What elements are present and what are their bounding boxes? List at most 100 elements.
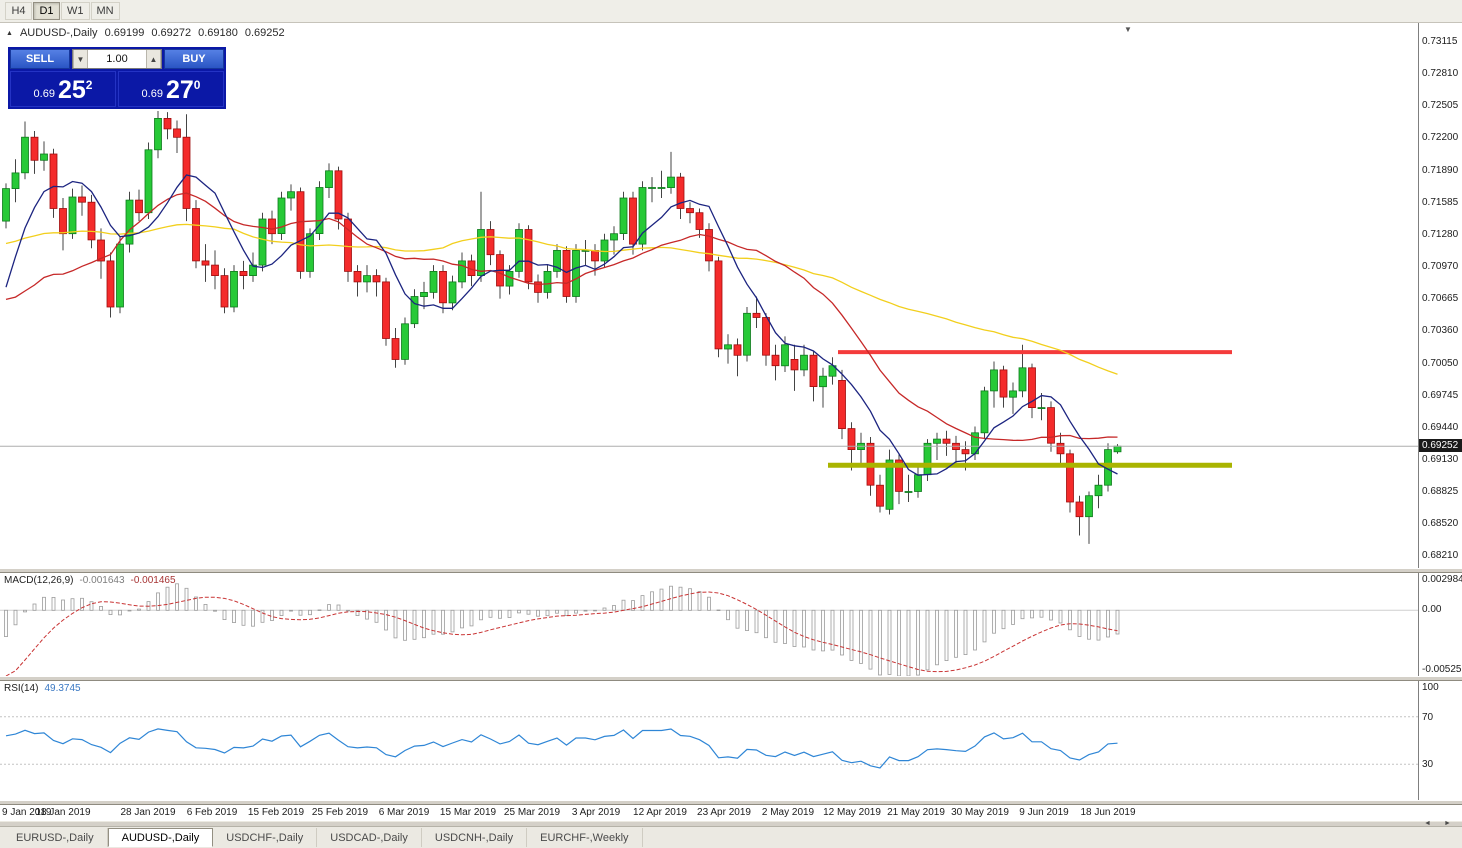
price-axis-label: 0.72200 xyxy=(1422,132,1459,143)
time-axis-label: 2 May 2019 xyxy=(761,807,815,818)
scroll-left-button[interactable]: ◄ xyxy=(1424,820,1431,827)
rsi-indicator-pane[interactable]: RSI(14) 49.3745 xyxy=(0,681,1418,800)
sell-price-display[interactable]: 0.69 25 2 xyxy=(10,71,116,107)
price-axis-label: 0.70360 xyxy=(1422,325,1459,336)
rsi-header: RSI(14) 49.3745 xyxy=(4,683,81,694)
ohlc-close: 0.69252 xyxy=(244,27,285,39)
timeframe-button-mn[interactable]: MN xyxy=(90,2,120,20)
one-click-trading-panel: SELL ▼ ▲ BUY 0.69 25 2 0.69 xyxy=(8,47,226,109)
chart-tab-eurusd-daily[interactable]: EURUSD-,Daily xyxy=(3,828,108,847)
macd-signal-value: -0.001465 xyxy=(130,575,176,586)
time-axis-label: 12 May 2019 xyxy=(823,807,881,818)
time-axis-label: 18 Jun 2019 xyxy=(1080,807,1136,818)
chart-tab-usdcnh-daily[interactable]: USDCNH-,Daily xyxy=(422,828,528,847)
time-axis-label: 30 May 2019 xyxy=(951,807,1009,818)
price-axis-label: 0.69440 xyxy=(1422,422,1459,433)
pane-divider[interactable] xyxy=(0,676,1462,681)
chart-shift-marker-icon[interactable]: ▼ xyxy=(1124,25,1132,34)
sell-price-prefix: 0.69 xyxy=(33,88,55,100)
price-axis-label: 0.70050 xyxy=(1422,358,1459,369)
horizontal-scrollbar[interactable]: ◄ ► xyxy=(0,820,1462,827)
time-axis-label: 15 Feb 2019 xyxy=(247,807,305,818)
time-axis: 9 Jan 2019 18 Jan 2019 28 Jan 2019 6 Feb 20… xyxy=(0,805,1418,821)
ohlc-high: 0.69272 xyxy=(151,27,192,39)
price-axis-label: 0.71585 xyxy=(1422,197,1459,208)
pane-divider[interactable] xyxy=(0,800,1462,805)
volume-input[interactable] xyxy=(88,50,146,68)
time-axis-label: 3 Apr 2019 xyxy=(571,807,621,818)
ohlc-open: 0.69199 xyxy=(104,27,145,39)
chart-tab-eurchf-weekly[interactable]: EURCHF-,Weekly xyxy=(527,828,643,847)
time-axis-label: 6 Mar 2019 xyxy=(378,807,430,818)
chart-window: ▲ AUDUSD-,Daily 0.69199 0.69272 0.69180 … xyxy=(0,23,1462,827)
buy-price-display[interactable]: 0.69 27 0 xyxy=(118,71,224,107)
price-chart-pane[interactable]: ▲ AUDUSD-,Daily 0.69199 0.69272 0.69180 … xyxy=(0,23,1418,568)
macd-axis-label: 0.002984 xyxy=(1422,574,1462,585)
sell-price-pips: 25 xyxy=(57,76,86,104)
price-axis-label: 0.72810 xyxy=(1422,68,1459,79)
macd-main-value: -0.001643 xyxy=(79,575,125,586)
timeframe-toolbar: H4 D1 W1 MN xyxy=(0,0,1462,23)
chart-symbol-period: AUDUSD-,Daily xyxy=(19,27,98,39)
chart-tab-usdchf-daily[interactable]: USDCHF-,Daily xyxy=(213,828,318,847)
rsi-label: RSI(14) xyxy=(4,683,39,694)
rsi-axis-label: 30 xyxy=(1422,759,1434,770)
chart-tabs-bar: EURUSD-,Daily AUDUSD-,Daily USDCHF-,Daily U… xyxy=(0,826,1462,848)
price-axis-label: 0.70665 xyxy=(1422,293,1459,304)
price-axis-label: 0.70970 xyxy=(1422,261,1459,272)
timeframe-button-d1[interactable]: D1 xyxy=(33,2,60,20)
price-axis-label: 0.68825 xyxy=(1422,486,1459,497)
macd-axis-label: -0.005256 xyxy=(1422,664,1462,675)
macd-indicator-pane[interactable]: MACD(12,26,9) -0.001643 -0.001465 xyxy=(0,573,1418,676)
rsi-chart[interactable] xyxy=(0,681,1418,800)
time-axis-label: 25 Feb 2019 xyxy=(311,807,369,818)
macd-header: MACD(12,26,9) -0.001643 -0.001465 xyxy=(4,575,176,586)
timeframe-button-h4[interactable]: H4 xyxy=(5,2,32,20)
time-axis-label: 18 Jan 2019 xyxy=(35,807,91,818)
price-axis-label: 0.71280 xyxy=(1422,229,1459,240)
price-axis-label: 0.72505 xyxy=(1422,100,1459,111)
sell-price-fraction: 2 xyxy=(85,78,93,92)
buy-price-fraction: 0 xyxy=(193,78,201,92)
sell-button[interactable]: SELL xyxy=(10,49,70,69)
scroll-right-button[interactable]: ► xyxy=(1444,820,1451,827)
candlestick-chart[interactable] xyxy=(0,23,1418,568)
price-axis-label: 0.68210 xyxy=(1422,550,1459,561)
pane-divider[interactable] xyxy=(0,568,1462,573)
price-axis: 0.73115 0.72810 0.72505 0.72200 0.71890 0.715… xyxy=(1418,23,1462,805)
one-click-toggle-icon[interactable]: ▲ xyxy=(6,29,13,37)
current-price-badge: 0.69252 xyxy=(1419,439,1462,452)
time-axis-label: 23 Apr 2019 xyxy=(697,807,751,818)
time-axis-label: 9 Jan 2019 xyxy=(2,807,52,818)
rsi-axis-label: 100 xyxy=(1422,682,1439,693)
buy-price-prefix: 0.69 xyxy=(141,88,163,100)
time-axis-label: 15 Mar 2019 xyxy=(439,807,497,818)
price-axis-label: 0.68520 xyxy=(1422,518,1459,529)
time-axis-label: 6 Feb 2019 xyxy=(186,807,238,818)
chart-tab-usdcad-daily[interactable]: USDCAD-,Daily xyxy=(317,828,422,847)
time-axis-label: 25 Mar 2019 xyxy=(503,807,561,818)
time-axis-label: 21 May 2019 xyxy=(887,807,945,818)
timeframe-button-w1[interactable]: W1 xyxy=(61,2,90,20)
macd-axis-label: 0.00 xyxy=(1422,604,1442,615)
time-axis-label: 28 Jan 2019 xyxy=(120,807,176,818)
rsi-value: 49.3745 xyxy=(44,683,81,694)
macd-chart[interactable] xyxy=(0,573,1418,676)
price-axis-label: 0.71890 xyxy=(1422,165,1459,176)
price-axis-label: 0.73115 xyxy=(1422,36,1458,47)
time-axis-label: 12 Apr 2019 xyxy=(633,807,687,818)
price-axis-label: 0.69130 xyxy=(1422,454,1459,465)
macd-label: MACD(12,26,9) xyxy=(4,575,74,586)
chart-tab-audusd-daily[interactable]: AUDUSD-,Daily xyxy=(107,828,214,847)
volume-increase-button[interactable]: ▲ xyxy=(146,50,161,68)
time-axis-label: 9 Jun 2019 xyxy=(1019,807,1069,818)
volume-decrease-button[interactable]: ▼ xyxy=(73,50,88,68)
price-axis-label: 0.69745 xyxy=(1422,390,1459,401)
buy-price-pips: 27 xyxy=(165,76,194,104)
chart-header: ▲ AUDUSD-,Daily 0.69199 0.69272 0.69180 … xyxy=(6,27,285,39)
buy-button[interactable]: BUY xyxy=(164,49,224,69)
rsi-axis-label: 70 xyxy=(1422,712,1434,723)
ohlc-low: 0.69180 xyxy=(198,27,238,39)
volume-spinner: ▼ ▲ xyxy=(72,49,162,69)
